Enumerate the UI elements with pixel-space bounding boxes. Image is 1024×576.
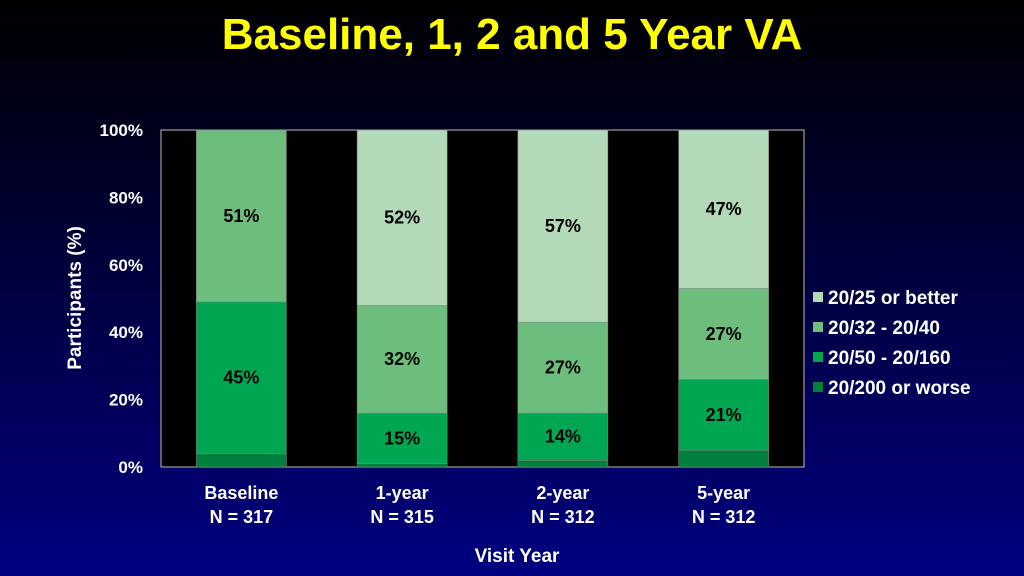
x-category-label: 5-year — [697, 483, 750, 503]
legend-label: 20/32 - 20/40 — [828, 318, 940, 339]
y-tick-label: 100% — [100, 121, 143, 140]
bar-segment — [196, 453, 287, 468]
bar-segment — [678, 449, 769, 468]
data-label: 52% — [384, 208, 420, 228]
y-axis-label: Participants (%) — [65, 226, 86, 370]
bar-segment — [196, 129, 287, 303]
bars — [196, 129, 769, 468]
y-tick-label: 40% — [109, 323, 143, 342]
bar-segment — [356, 129, 448, 306]
legend-swatch — [813, 292, 823, 302]
legend-label: 20/50 - 20/160 — [828, 348, 951, 369]
y-axis-ticks: 0% 20% 40% 60% 80% 100% — [100, 121, 143, 477]
bar-segment — [196, 301, 287, 454]
data-labels: 45% 51% 15% 32% 52% 14% 27% 57% 21% 27% 47% — [223, 199, 741, 448]
x-category-label: N = 315 — [370, 507, 434, 527]
data-label: 27% — [706, 324, 742, 344]
chart-title: Baseline, 1, 2 and 5 Year VA — [221, 10, 803, 59]
bar-segment — [517, 412, 609, 461]
x-axis-categories: Baseline N = 317 1-year N = 315 2-year N = 31… — [204, 483, 755, 527]
legend-swatch — [813, 322, 823, 332]
data-label: 14% — [545, 427, 581, 447]
bar-segment — [678, 129, 769, 289]
x-category-label: 1-year — [376, 483, 429, 503]
legend-label: 20/25 or better — [828, 288, 958, 309]
legend-swatch — [813, 352, 823, 362]
y-tick-label: 80% — [109, 188, 143, 207]
y-tick-label: 60% — [109, 256, 143, 275]
bar-segment — [678, 288, 769, 380]
x-category-label: Baseline — [204, 483, 278, 503]
x-axis-label: Visit Year — [475, 546, 560, 567]
data-label: 15% — [384, 428, 420, 448]
bar-segment — [678, 379, 769, 451]
data-label: 32% — [384, 349, 420, 369]
legend: 20/25 or better 20/32 - 20/40 20/50 - 20/1… — [813, 288, 971, 399]
bar-segment — [517, 460, 609, 468]
bar-segment — [356, 463, 448, 468]
data-label: 45% — [223, 368, 259, 388]
data-label: 21% — [706, 405, 742, 425]
x-category-label: N = 312 — [692, 507, 756, 527]
data-label: 51% — [223, 206, 259, 226]
y-tick-label: 0% — [118, 458, 143, 477]
data-label: 57% — [545, 216, 581, 236]
x-category-label: N = 312 — [531, 507, 595, 527]
x-category-label: N = 317 — [210, 507, 274, 527]
x-category-label: 2-year — [536, 483, 589, 503]
data-label: 27% — [545, 358, 581, 378]
legend-swatch — [813, 382, 823, 392]
data-label: 47% — [706, 199, 742, 219]
legend-label: 20/200 or worse — [828, 378, 971, 399]
bar-segment — [517, 129, 609, 323]
bar-segment — [517, 321, 609, 414]
y-tick-label: 20% — [109, 391, 143, 410]
